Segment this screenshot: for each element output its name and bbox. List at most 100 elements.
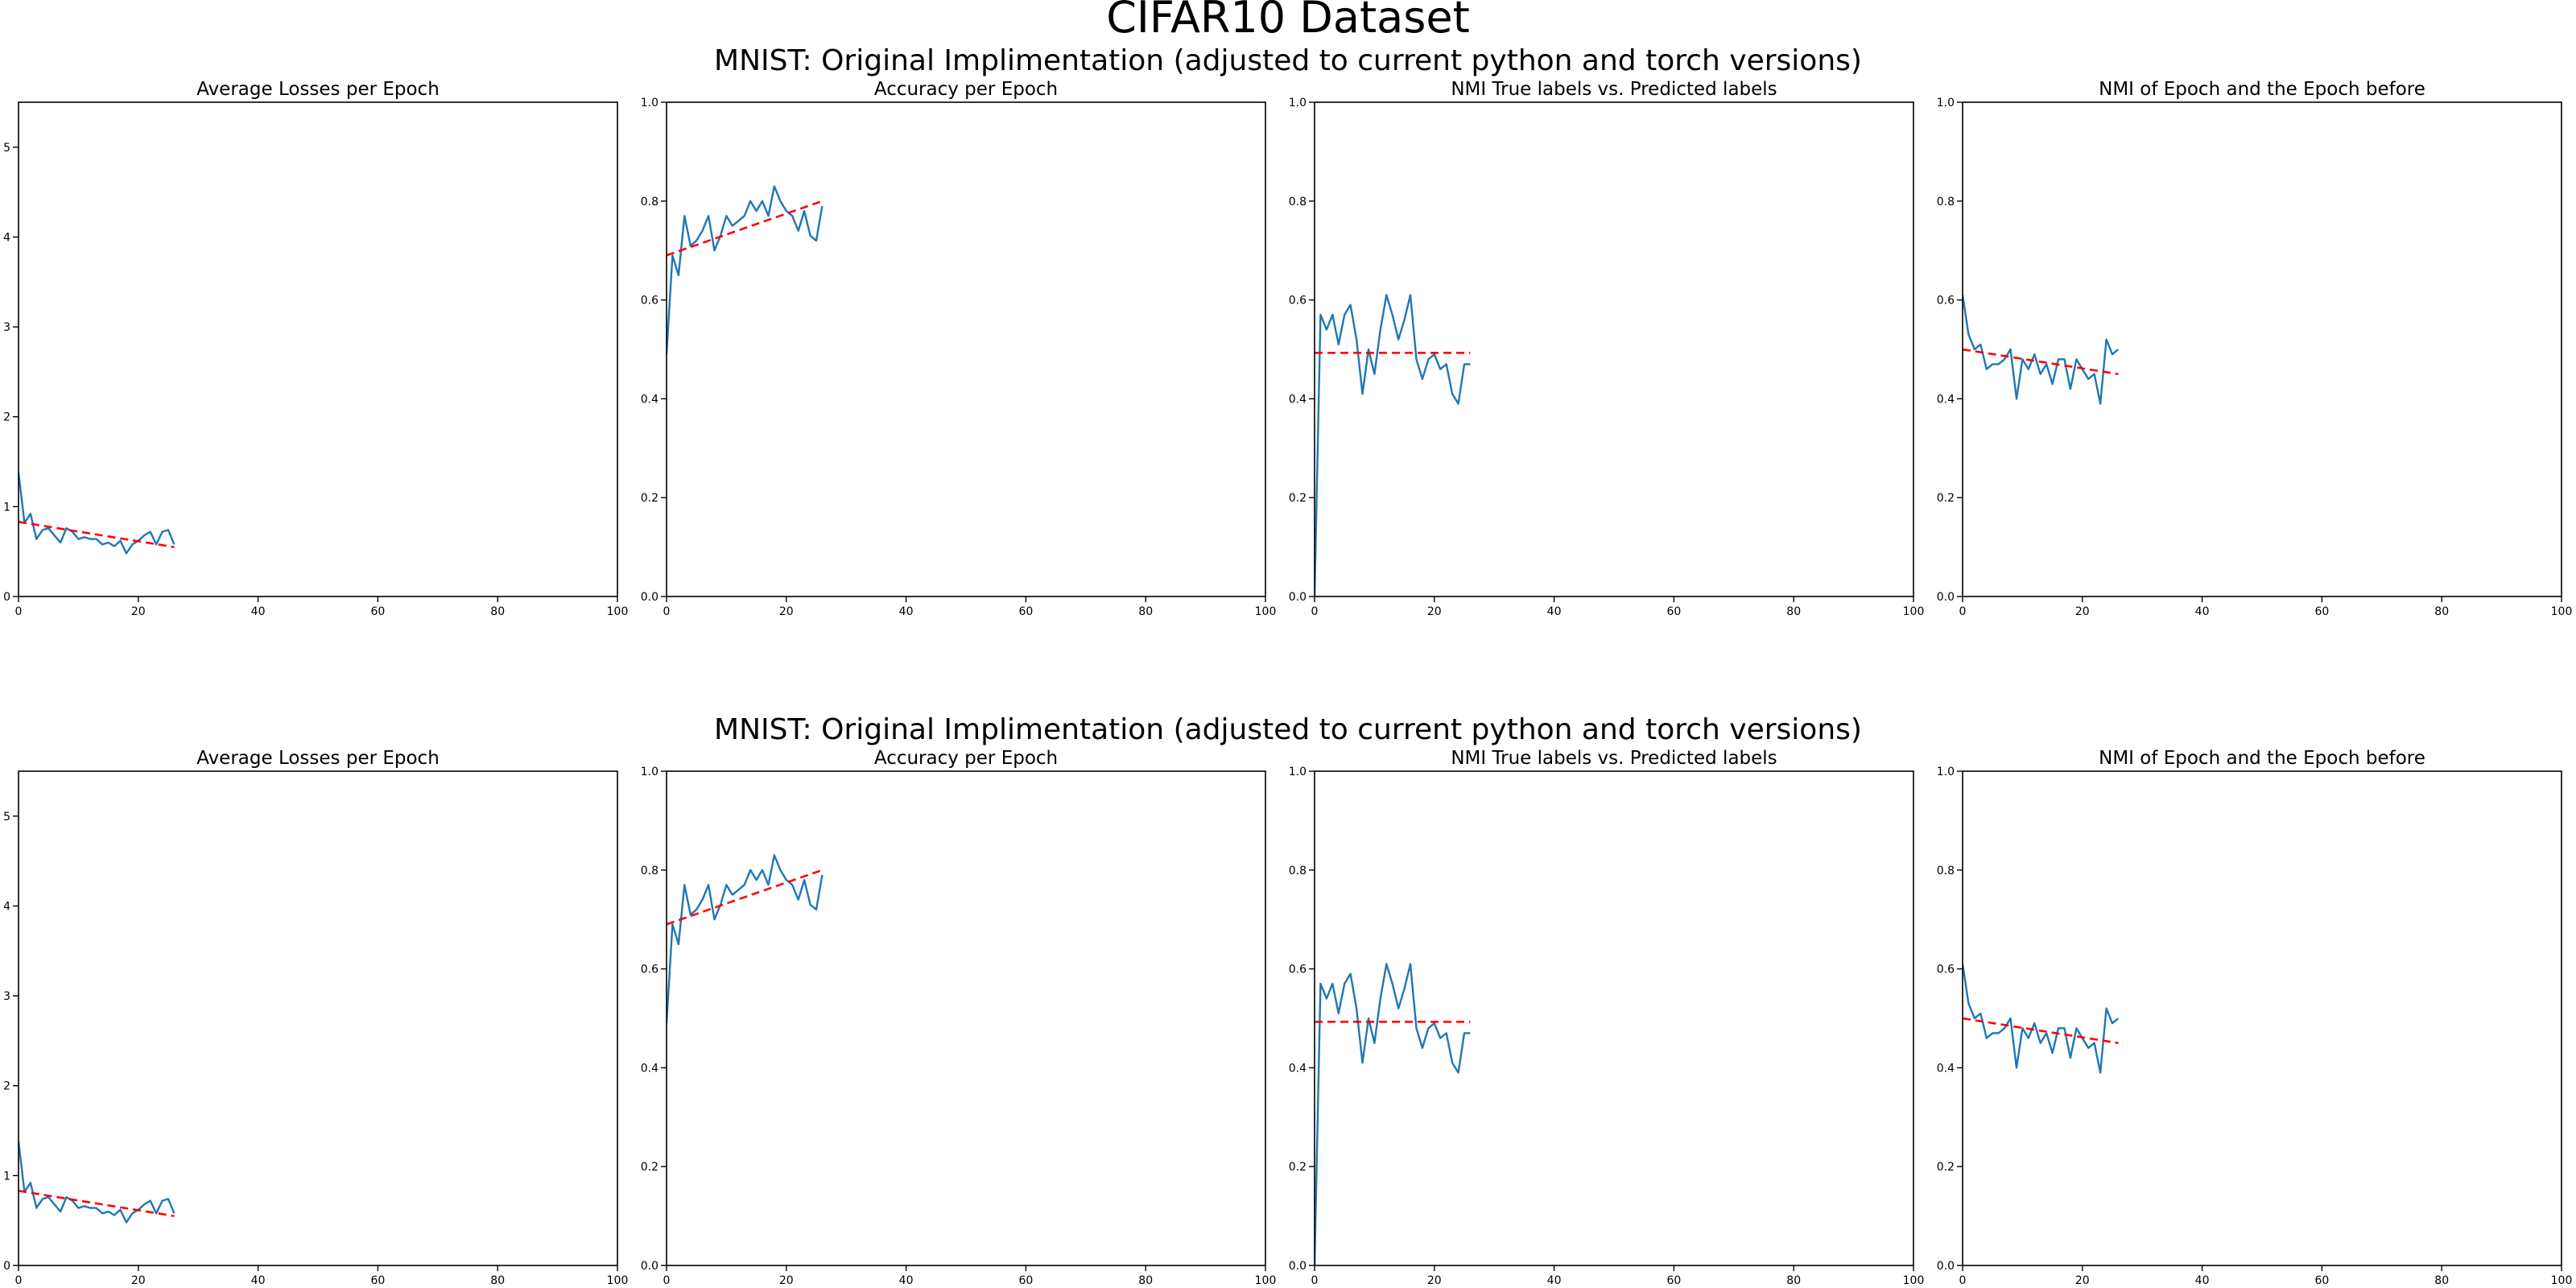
row-2-title: MNIST: Original Implimentation (adjusted… bbox=[714, 713, 1862, 746]
x-tick-label: 60 bbox=[1018, 605, 1033, 618]
y-tick-label: 0.0 bbox=[1289, 591, 1307, 604]
x-tick-label: 80 bbox=[2434, 605, 2449, 618]
data-line bbox=[1315, 963, 1471, 1265]
y-tick-label: 1 bbox=[3, 501, 10, 514]
y-tick-label: 0 bbox=[3, 591, 10, 604]
x-tick-label: 40 bbox=[2195, 1274, 2210, 1287]
x-tick-label: 20 bbox=[779, 1274, 794, 1287]
y-tick-label: 0.4 bbox=[1289, 1062, 1307, 1075]
y-tick-label: 0.2 bbox=[641, 1161, 658, 1174]
x-tick-label: 40 bbox=[1547, 605, 1562, 618]
y-tick-label: 0.6 bbox=[641, 964, 658, 976]
y-tick-label: 5 bbox=[3, 142, 10, 155]
y-tick-label: 1 bbox=[3, 1170, 10, 1183]
subplot-title: Accuracy per Epoch bbox=[874, 748, 1058, 769]
x-tick-label: 60 bbox=[2314, 1274, 2329, 1287]
x-tick-label: 80 bbox=[1138, 605, 1153, 618]
data-line bbox=[1315, 294, 1471, 597]
y-tick-label: 3 bbox=[3, 321, 10, 334]
x-tick-label: 40 bbox=[251, 605, 266, 618]
axes-frame bbox=[18, 770, 618, 1266]
x-tick-label: 20 bbox=[131, 605, 146, 618]
subplot-8: NMI of Epoch and the Epoch before 0 20 40 60… bbox=[1937, 748, 2573, 1287]
y-tick-label: 0.4 bbox=[1289, 393, 1307, 406]
y-tick-label: 4 bbox=[3, 900, 10, 913]
y-tick-label: 0.0 bbox=[1289, 1260, 1307, 1273]
x-tick-label: 40 bbox=[1547, 1274, 1562, 1287]
data-line bbox=[1963, 295, 2120, 405]
subplot-title: NMI of Epoch and the Epoch before bbox=[2099, 79, 2425, 100]
x-tick-label: 60 bbox=[370, 1274, 385, 1287]
y-tick-label: 0.6 bbox=[1289, 295, 1307, 308]
y-tick-label: 4 bbox=[3, 231, 10, 244]
y-tick-label: 1.0 bbox=[1289, 97, 1307, 109]
x-tick-label: 0 bbox=[663, 605, 671, 618]
data-line bbox=[19, 472, 175, 555]
x-tick-label: 40 bbox=[251, 1274, 266, 1287]
y-tick-label: 0.2 bbox=[1289, 492, 1307, 505]
y-tick-label: 1.0 bbox=[641, 766, 658, 778]
subplot-7: NMI True labels vs. Predicted labels 0 20 4… bbox=[1289, 748, 1925, 1287]
trend-line bbox=[19, 1190, 175, 1217]
y-tick-label: 0.8 bbox=[1937, 196, 1955, 208]
x-tick-label: 20 bbox=[1427, 1274, 1442, 1287]
axes-frame bbox=[1314, 101, 1914, 597]
x-tick-label: 100 bbox=[1255, 605, 1277, 618]
data-line bbox=[19, 1141, 175, 1224]
x-tick-label: 40 bbox=[2195, 605, 2210, 618]
x-tick-label: 100 bbox=[1903, 605, 1925, 618]
subplot-1: Average Losses per Epoch 0 20 40 60 80 100 0 1 2 3… bbox=[3, 79, 628, 618]
y-tick-label: 0.4 bbox=[1937, 1062, 1955, 1075]
x-tick-label: 80 bbox=[1786, 605, 1801, 618]
subplot-4: NMI of Epoch and the Epoch before 0 20 40 60… bbox=[1937, 79, 2573, 618]
x-tick-label: 100 bbox=[607, 605, 629, 618]
subplot-2: Accuracy per Epoch 0 20 40 60 80 100 0.0 0.2 0.4 0… bbox=[641, 79, 1277, 618]
data-line bbox=[667, 854, 824, 1024]
y-tick-label: 0.8 bbox=[1289, 865, 1307, 877]
y-tick-label: 0.2 bbox=[1937, 492, 1955, 505]
y-tick-label: 0.6 bbox=[1289, 964, 1307, 976]
axes-frame bbox=[1314, 770, 1914, 1266]
axes-frame bbox=[18, 101, 618, 597]
y-tick-label: 0.0 bbox=[641, 591, 658, 604]
y-tick-label: 0.0 bbox=[1937, 591, 1955, 604]
y-tick-label: 0.4 bbox=[641, 1062, 658, 1075]
subplot-title: NMI True labels vs. Predicted labels bbox=[1451, 748, 1777, 769]
x-tick-label: 60 bbox=[1666, 605, 1681, 618]
x-tick-label: 40 bbox=[899, 605, 914, 618]
subplot-6: Accuracy per Epoch 0 20 40 60 80 100 0.0 0.2 0.4 0… bbox=[641, 748, 1277, 1287]
subplot-title: Average Losses per Epoch bbox=[196, 748, 440, 769]
y-tick-label: 3 bbox=[3, 990, 10, 1003]
x-tick-label: 100 bbox=[1255, 1274, 1277, 1287]
subplot-title: NMI of Epoch and the Epoch before bbox=[2099, 748, 2425, 769]
trend-line bbox=[1963, 348, 2119, 375]
x-tick-label: 100 bbox=[607, 1274, 629, 1287]
x-tick-label: 0 bbox=[1959, 1274, 1967, 1287]
x-tick-label: 0 bbox=[15, 605, 23, 618]
x-tick-label: 100 bbox=[2551, 605, 2573, 618]
subplot-title: NMI True labels vs. Predicted labels bbox=[1451, 79, 1777, 100]
x-tick-label: 60 bbox=[370, 605, 385, 618]
subplot-5: Average Losses per Epoch 0 20 40 60 80 100 0 1 2 3… bbox=[3, 748, 628, 1287]
subplot-title: Average Losses per Epoch bbox=[196, 79, 440, 100]
y-tick-label: 0.2 bbox=[1937, 1161, 1955, 1174]
y-tick-label: 0.8 bbox=[641, 196, 658, 208]
y-tick-label: 0.2 bbox=[1289, 1161, 1307, 1174]
data-line bbox=[1963, 964, 2120, 1074]
y-tick-label: 0.6 bbox=[1937, 964, 1955, 976]
axes-frame bbox=[666, 770, 1266, 1266]
trend-line bbox=[1963, 1017, 2119, 1044]
axes-frame bbox=[1962, 101, 2562, 597]
y-tick-label: 0.8 bbox=[1937, 865, 1955, 877]
x-tick-label: 80 bbox=[2434, 1274, 2449, 1287]
y-tick-label: 0.6 bbox=[1937, 295, 1955, 308]
y-tick-label: 0.8 bbox=[1289, 196, 1307, 208]
x-tick-label: 20 bbox=[779, 605, 794, 618]
trend-line bbox=[19, 521, 175, 548]
x-tick-label: 100 bbox=[1903, 1274, 1925, 1287]
y-tick-label: 0.6 bbox=[641, 295, 658, 308]
y-tick-label: 5 bbox=[3, 811, 10, 824]
y-tick-label: 1.0 bbox=[1937, 97, 1955, 109]
